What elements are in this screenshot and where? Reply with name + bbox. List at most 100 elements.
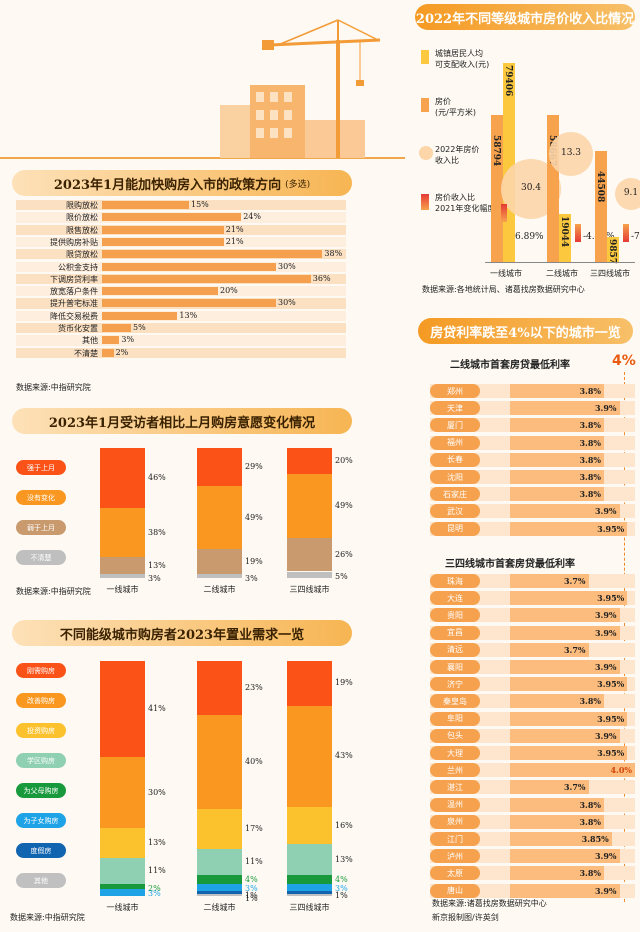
third-tier-rates: 珠海 3.7% 大连 3.95% 贵阳 3.9% 宜昌 3.9% 清远 3.7% 襄阳 3.9% 济宁 3… xyxy=(430,574,635,904)
policy-value-label: 30% xyxy=(278,298,296,308)
city-label: 大理 xyxy=(430,746,480,760)
city-label: 包头 xyxy=(430,728,480,743)
stacked-bar-segment xyxy=(197,448,242,486)
stacked-bar-segment xyxy=(100,448,145,508)
policy-bar xyxy=(102,348,114,357)
segment-value-label: 1% xyxy=(245,891,258,901)
rate-value-bar: 3.9% xyxy=(510,728,620,743)
stacked-bar-segment xyxy=(287,661,332,706)
city-label: 石家庄 xyxy=(430,487,480,502)
x-axis-label: 一线城市 xyxy=(490,269,522,278)
segment-value-label: 43% xyxy=(335,751,353,761)
second-tier-title: 二线城市首套房贷最低利率 xyxy=(450,360,570,371)
policy-category-label: 限价放松 xyxy=(66,213,98,223)
policy-value-label: 3% xyxy=(121,335,135,345)
ratio-legend-swatch xyxy=(419,146,433,160)
city-label: 厦门 xyxy=(430,418,480,433)
segment-value-label: 4% xyxy=(245,874,258,884)
segment-value-label: 2% xyxy=(148,884,161,894)
demand-title: 不同能级城市购房者2023年置业需求一览 xyxy=(12,620,352,646)
city-label: 湛江 xyxy=(430,780,480,795)
policy-category-label: 下调房贷利率 xyxy=(50,274,98,284)
city-label: 襄阳 xyxy=(430,660,480,674)
stacked-bar-segment xyxy=(287,705,332,807)
segment-value-label: 11% xyxy=(148,866,166,876)
segment-value-label: 17% xyxy=(245,824,263,834)
stacked-bar-segment xyxy=(197,715,242,810)
rate-value-bar: 3.8% xyxy=(510,487,604,502)
income-value-label: 19044 xyxy=(559,216,569,248)
stacked-bar-segment xyxy=(197,891,242,894)
legend-item: 为父母购房 xyxy=(16,783,66,798)
down-arrow-icon xyxy=(575,224,581,242)
policy-value-label: 15% xyxy=(191,200,209,209)
income-value-label: 9857 xyxy=(607,239,617,265)
policy-category-label: 提升普宅标准 xyxy=(50,299,98,309)
policy-value-label: 21% xyxy=(225,224,244,234)
policy-category-label: 其他 xyxy=(82,336,98,346)
rate-value-bar: 3.8% xyxy=(510,435,604,450)
rate-value-bar: 3.8% xyxy=(510,470,604,484)
city-label: 珠海 xyxy=(430,574,480,588)
price-bar xyxy=(491,115,503,262)
policy-bar xyxy=(102,201,189,209)
rate-value-bar: 3.9% xyxy=(510,660,620,674)
stacked-bar-segment xyxy=(100,507,145,558)
rate-value-bar: 3.9% xyxy=(510,625,620,640)
policy-value-label: 38% xyxy=(324,249,343,259)
policy-row-bg xyxy=(16,310,346,321)
segment-value-label: 3% xyxy=(148,574,161,584)
ratio-value-label: 30.4 xyxy=(520,183,542,193)
policy-subtitle: (多选) xyxy=(285,179,311,190)
policy-category-label: 提供购房补贴 xyxy=(50,237,98,247)
change-value-label: -7.16% xyxy=(631,232,640,242)
segment-value-label: 11% xyxy=(245,856,263,866)
second-tier-rates: 郑州 3.8% 天津 3.9% 厦门 3.8% 福州 3.8% 长春 3.8% 沈阳 3.8% 石家庄 3… xyxy=(430,384,635,544)
segment-value-label: 40% xyxy=(245,757,263,767)
change-title: 2023年1月受访者相比上月购房意愿变化情况 xyxy=(12,408,352,434)
income-title: 2022年不同等级城市房价收入比情况 xyxy=(415,4,635,30)
policy-bar xyxy=(102,250,323,259)
rate-value-bar: 3.7% xyxy=(510,780,589,795)
legend-item: 其他 xyxy=(16,873,66,888)
segment-value-label: 49% xyxy=(245,512,263,522)
rate-value-bar: 3.95% xyxy=(510,677,628,692)
stacked-bar-segment xyxy=(100,574,145,578)
city-label: 泉州 xyxy=(430,814,480,829)
ratio-value-label: 9.1 xyxy=(623,188,639,198)
rate-value-bar: 3.8% xyxy=(510,694,604,709)
city-label: 温州 xyxy=(430,797,480,812)
ratio-bubble xyxy=(549,132,593,176)
crane-illustration xyxy=(0,0,410,160)
change-source: 数据来源:中指研究院 xyxy=(16,587,91,596)
price-legend-line2: (元/平方米) xyxy=(435,108,476,117)
demand-source: 数据来源:中指研究院 xyxy=(10,913,85,922)
policy-row-bg xyxy=(16,323,346,334)
policy-bar xyxy=(102,225,224,234)
city-label: 兰州 xyxy=(430,763,480,778)
policy-bar xyxy=(102,262,276,271)
rate-value-bar: 3.9% xyxy=(510,401,620,416)
rate-value-bar: 3.95% xyxy=(510,591,628,606)
price-bar xyxy=(595,150,607,262)
policy-bar xyxy=(102,237,224,246)
segment-value-label: 19% xyxy=(335,678,353,688)
policy-category-label: 货币化安置 xyxy=(58,324,98,333)
rate-value-bar: 3.85% xyxy=(510,832,612,846)
segment-value-label: 3% xyxy=(245,574,258,584)
ratio-bubble xyxy=(615,178,640,210)
stacked-bar-segment xyxy=(100,888,145,896)
income-legend-swatch xyxy=(421,50,429,64)
segment-value-label: 1% xyxy=(335,891,348,901)
policy-row-bg xyxy=(16,335,346,346)
stacked-bar-segment xyxy=(100,661,145,758)
stacked-bar-segment xyxy=(287,474,332,538)
rate-value-bar: 3.7% xyxy=(510,642,589,657)
rate-value-bar: 3.8% xyxy=(510,814,604,829)
policy-source: 数据来源:中指研究院 xyxy=(16,383,91,392)
price-legend-line1: 房价 xyxy=(435,97,451,106)
legend-item: 没有变化 xyxy=(16,490,66,505)
price-value-label: 44508 xyxy=(595,170,605,203)
change-chart: 强于上月 没有变化 弱于上月 不清楚 46% 38% 13% 3% 一线城市 29% 49% 19% 3… xyxy=(12,440,357,600)
rate-value-bar: 3.8% xyxy=(510,384,604,398)
